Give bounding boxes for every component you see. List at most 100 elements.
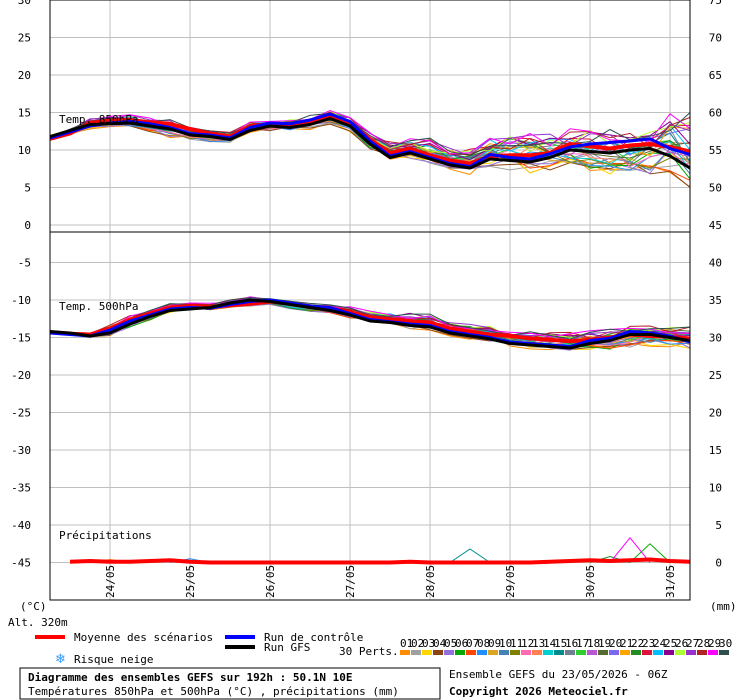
pert-color-swatch [411,650,421,655]
pert-color-swatch [554,650,564,655]
pert-number-label: 22 [631,637,644,650]
pert-number-label: 13 [532,637,545,650]
left-tick-label: -20 [11,369,31,382]
left-tick-label: 30 [18,0,31,7]
panel-label-850: Temp. 850hPa [59,113,138,126]
right-tick-label: 40 [709,257,722,270]
pert-color-swatch [400,650,410,655]
pert-color-swatch [422,650,432,655]
pert-500-member-29 [49,296,691,338]
legend-snow-label: Risque neige [74,653,153,666]
copyright: Copyright 2026 Meteociel.fr [449,685,628,698]
legend-control-label: Run de contrôle [264,631,363,644]
snowflake-icon: ❄ [55,652,66,667]
pert-number-label: 16 [565,637,578,650]
right-tick-label: 25 [709,369,722,382]
run-info: Ensemble GEFS du 23/05/2026 - 06Z [449,668,668,681]
left-tick-label: -40 [11,519,31,532]
pert-number-label: 25 [664,637,677,650]
left-tick-label: -45 [11,557,31,570]
legend-perts-label: 30 Perts. [339,645,399,658]
series-control-850 [49,112,691,168]
pert-number-label: 20 [609,637,622,650]
panel-label-500: Temp. 500hPa [59,300,138,313]
pert-color-swatch [576,650,586,655]
left-tick-label: -15 [11,332,31,345]
legend: Moyenne des scénarios Run de contrôle Ru… [35,631,732,667]
pert-number-label: 04 [433,637,447,650]
left-tick-label: 20 [18,69,31,82]
plot-frame [49,0,691,601]
right-tick-label: 75 [709,0,722,7]
pert-number-label: 11 [510,637,523,650]
pert-number-label: 02 [411,637,424,650]
pert-number-label: 29 [708,637,721,650]
pert-number-label: 19 [598,637,611,650]
right-tick-label: 45 [709,219,722,232]
legend-gfs-swatch [225,645,255,649]
pert-color-swatch [587,650,597,655]
pert-number-label: 30 [719,637,732,650]
x-tick-label: 30/05 [584,565,597,598]
pert-color-swatch [609,650,619,655]
precip-member-spike [449,548,491,563]
pert-number-label: 05 [444,637,457,650]
left-tick-label: -10 [11,294,31,307]
pert-number-label: 27 [686,637,699,650]
chart-subtitle: Températures 850hPa et 500hPa (°C) , pré… [28,685,399,698]
pert-number-label: 28 [697,637,710,650]
pert-color-swatch [708,650,718,655]
pert-number-label: 21 [620,637,633,650]
pert-color-swatch [499,650,509,655]
pert-color-swatch [642,650,652,655]
pert-color-swatch [477,650,487,655]
legend-mean-swatch [35,635,65,639]
precip-member-spike [629,543,671,563]
left-tick-label: 25 [18,32,31,45]
right-tick-label: 55 [709,144,722,157]
pert-number-label: 23 [642,637,655,650]
legend-gfs-label: Run GFS [264,641,310,654]
pert-color-swatch [664,650,674,655]
left-tick-label: -5 [18,257,31,270]
pert-color-swatch [510,650,520,655]
x-tick-label: 31/05 [664,565,677,598]
pert-color-swatch [620,650,630,655]
pert-color-swatch [675,650,685,655]
pert-number-label: 12 [521,637,534,650]
pert-color-swatch [433,650,443,655]
info-box [19,667,441,700]
pert-850-member-04 [49,121,691,188]
pert-color-swatch [532,650,542,655]
pert-number-label: 14 [543,637,557,650]
right-tick-label: 15 [709,444,722,457]
pert-number-label: 17 [576,637,589,650]
right-tick-label: 20 [709,407,722,420]
pert-color-swatch [565,650,575,655]
pert-number-label: 10 [499,637,512,650]
pert-number-label: 08 [477,637,490,650]
pert-color-swatch [631,650,641,655]
pert-color-swatch [543,650,553,655]
right-unit-label: (mm) [710,600,737,613]
series-mean-precip [69,557,691,565]
x-tick-label: 29/05 [504,565,517,598]
right-tick-label: 30 [709,332,722,345]
legend-mean-label: Moyenne des scénarios [74,631,213,644]
altitude-label: Alt. 320m [8,616,68,629]
pert-number-label: 15 [554,637,567,650]
left-tick-label: -30 [11,444,31,457]
x-tick-label: 25/05 [184,565,197,598]
left-tick-label: 10 [18,144,31,157]
panel-label-precip: Précipitations [59,529,152,542]
chart-title: Diagramme des ensembles GEFS sur 192h : … [28,671,353,684]
pert-color-swatch [598,650,608,655]
pert-color-swatch [488,650,498,655]
left-tick-label: -35 [11,482,31,495]
pert-number-label: 03 [422,637,435,650]
pert-number-label: 18 [587,637,600,650]
pert-color-swatch [455,650,465,655]
right-tick-label: 50 [709,182,722,195]
pert-number-label: 24 [653,637,667,650]
